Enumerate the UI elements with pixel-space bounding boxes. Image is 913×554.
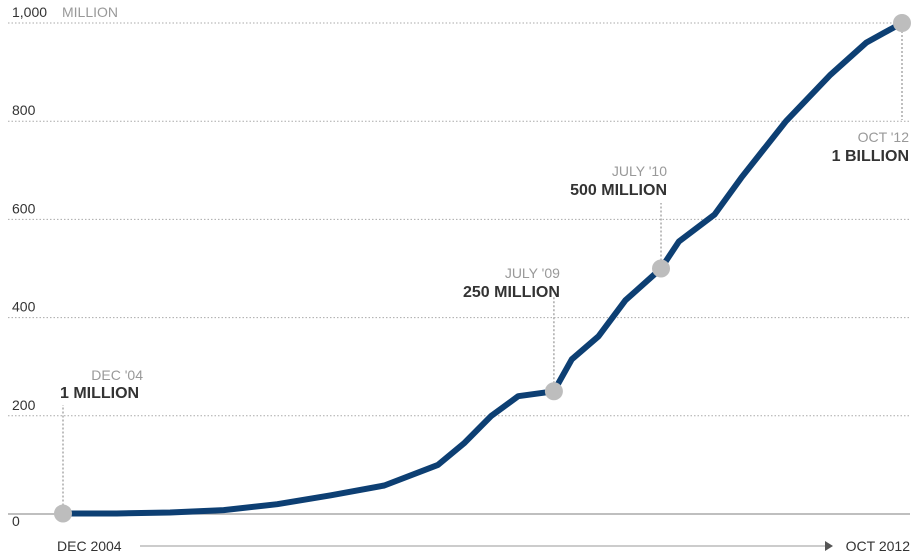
annotation-labels: DEC '04 1 MILLION JULY '09 250 MILLION JULY … [60, 129, 909, 402]
series-line [60, 20, 905, 517]
annotation-date: JULY '10 [612, 163, 667, 179]
annotation-marker [544, 382, 563, 401]
annotation-marker [652, 259, 671, 278]
y-tick-label: 200 [12, 397, 36, 413]
annotation-markers [54, 14, 911, 523]
annotation-date: JULY '09 [505, 265, 560, 281]
annotation-value: 500 MILLION [570, 182, 667, 199]
annotation-value: 1 MILLION [60, 385, 139, 402]
x-axis: DEC 2004 OCT 2012 [57, 538, 910, 554]
annotation-value: 1 BILLION [832, 148, 909, 165]
y-unit-label: MILLION [62, 4, 118, 20]
annotation-marker [893, 14, 911, 32]
y-tick-label: 800 [12, 102, 36, 118]
y-tick-label: 0 [12, 513, 20, 529]
y-tick-label: 1,000 [12, 4, 47, 20]
annotation-marker [54, 504, 72, 523]
y-tick-label: 600 [12, 200, 36, 216]
annotation-date: DEC '04 [91, 367, 143, 383]
gridlines [8, 22, 910, 515]
annotation-leaders [62, 31, 903, 506]
annotation-date: OCT '12 [858, 129, 910, 145]
annotation-value: 250 MILLION [463, 284, 560, 301]
y-axis-ticks: 0 200 400 600 800 1,000 [12, 4, 47, 529]
x-start-label: DEC 2004 [57, 538, 122, 554]
y-tick-label: 400 [12, 299, 36, 315]
x-axis-arrow-head [825, 541, 833, 551]
x-end-label: OCT 2012 [846, 538, 911, 554]
